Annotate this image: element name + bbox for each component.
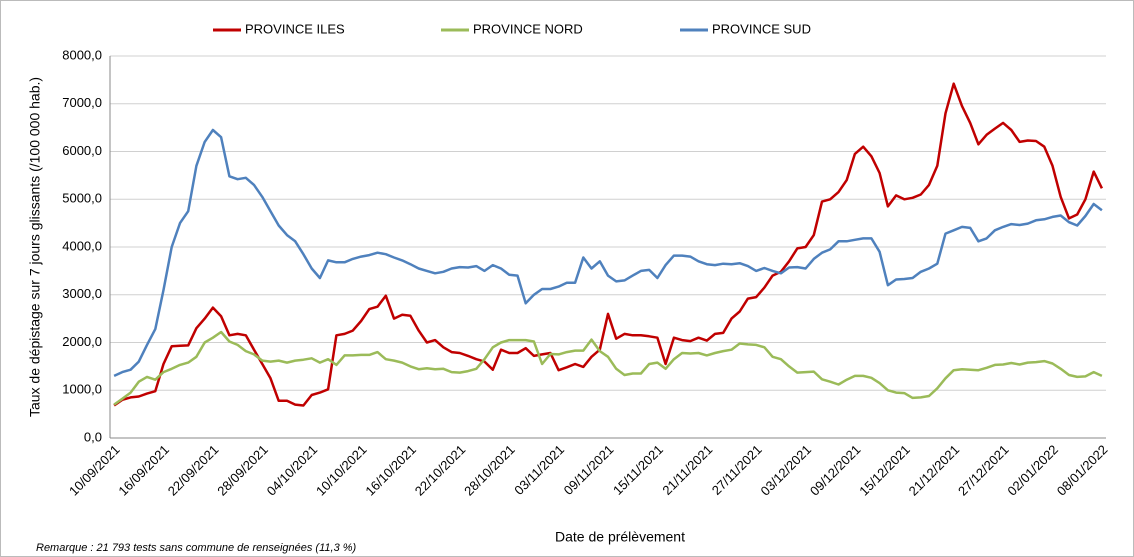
y-tick-label: 0,0 (84, 429, 102, 444)
y-tick-label: 3000,0 (62, 286, 102, 301)
y-tick-label: 2000,0 (62, 334, 102, 349)
y-tick-label: 5000,0 (62, 191, 102, 206)
y-tick-label: 7000,0 (62, 95, 102, 110)
y-tick-label: 8000,0 (62, 47, 102, 62)
y-tick-label: 6000,0 (62, 143, 102, 158)
x-axis-title: Date de prélèvement (555, 529, 685, 545)
series-line (113, 128, 1103, 378)
y-tick-label: 1000,0 (62, 382, 102, 397)
legend-label: PROVINCE NORD (473, 21, 583, 36)
series-line (113, 82, 1104, 407)
y-axis-title: Taux de dépistage sur 7 jours glissants … (27, 77, 43, 417)
legend-label: PROVINCE ILES (245, 21, 345, 36)
y-tick-label: 4000,0 (62, 238, 102, 253)
note: Remarque : 21 793 tests sans commune de … (36, 542, 357, 554)
legend-label: PROVINCE SUD (712, 21, 811, 36)
series-line (113, 330, 1103, 406)
